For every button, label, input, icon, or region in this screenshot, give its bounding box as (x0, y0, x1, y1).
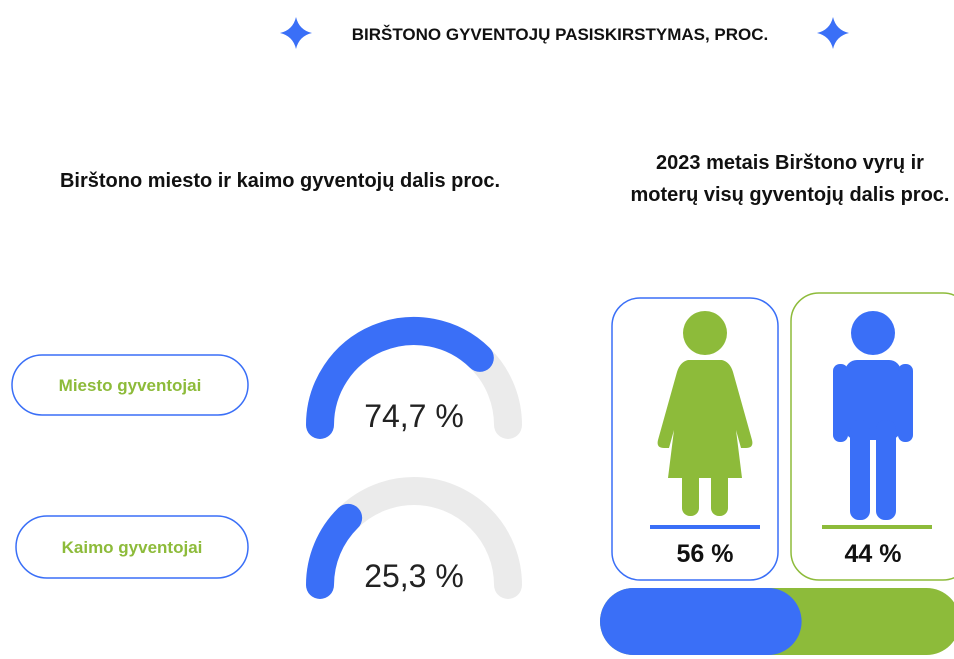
bar-segment (600, 588, 802, 655)
category-label: Miesto gyventojai (59, 376, 202, 395)
value-label: 44 % (845, 540, 902, 568)
category-label: Kaimo gyventojai (62, 538, 203, 557)
star (817, 17, 849, 49)
chart-title: Birštono miesto ir kaimo gyventojų dalis… (59, 170, 501, 192)
gauge-value (306, 317, 494, 439)
value-label: 56 % (677, 540, 734, 568)
page-title: BIRŠTONO GYVENTOJŲ PASISKIRSTYMAS, PROC. (351, 25, 769, 44)
gauge-value (306, 503, 363, 599)
value-label: 74,7 % (364, 398, 464, 434)
star (280, 17, 312, 49)
category-pill (15, 515, 249, 579)
female-icon (657, 311, 753, 516)
value-label: 25,3 % (364, 558, 464, 594)
male-icon (833, 311, 913, 520)
female-card (611, 297, 779, 581)
chart-title: 2023 metais Birštono vyrų ir moterų visų… (630, 152, 950, 206)
male-card (790, 292, 954, 581)
category-pill (11, 354, 249, 416)
